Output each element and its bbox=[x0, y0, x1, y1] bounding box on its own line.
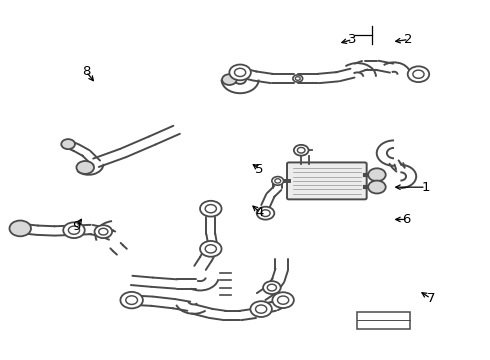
Circle shape bbox=[294, 145, 309, 156]
Circle shape bbox=[263, 281, 281, 294]
FancyBboxPatch shape bbox=[287, 162, 367, 199]
Text: 4: 4 bbox=[255, 206, 264, 219]
Circle shape bbox=[69, 226, 79, 234]
Circle shape bbox=[76, 161, 94, 174]
Circle shape bbox=[255, 305, 267, 313]
Text: 1: 1 bbox=[421, 181, 430, 194]
Circle shape bbox=[98, 228, 108, 235]
Text: 9: 9 bbox=[72, 220, 81, 233]
Circle shape bbox=[272, 292, 294, 308]
Circle shape bbox=[272, 177, 284, 185]
Text: 2: 2 bbox=[404, 33, 413, 46]
Circle shape bbox=[200, 241, 221, 257]
Text: 5: 5 bbox=[255, 163, 264, 176]
Circle shape bbox=[250, 301, 272, 317]
Circle shape bbox=[205, 204, 217, 213]
Circle shape bbox=[121, 292, 143, 309]
Circle shape bbox=[95, 225, 112, 238]
Circle shape bbox=[222, 74, 237, 85]
Circle shape bbox=[9, 221, 31, 236]
Circle shape bbox=[63, 222, 85, 238]
Text: 8: 8 bbox=[82, 65, 90, 78]
Circle shape bbox=[268, 284, 276, 291]
Circle shape bbox=[295, 77, 300, 80]
Circle shape bbox=[126, 296, 138, 305]
Circle shape bbox=[257, 207, 274, 220]
Circle shape bbox=[235, 68, 245, 77]
Circle shape bbox=[413, 70, 424, 78]
Circle shape bbox=[205, 245, 217, 253]
Circle shape bbox=[200, 201, 221, 217]
Circle shape bbox=[61, 139, 75, 149]
Circle shape bbox=[293, 75, 303, 82]
Circle shape bbox=[275, 179, 281, 183]
Circle shape bbox=[229, 64, 251, 80]
Circle shape bbox=[277, 296, 289, 304]
Circle shape bbox=[297, 148, 305, 153]
Text: 3: 3 bbox=[348, 33, 357, 46]
Circle shape bbox=[368, 168, 386, 181]
Text: 7: 7 bbox=[426, 292, 435, 305]
Circle shape bbox=[368, 181, 386, 193]
Circle shape bbox=[261, 210, 270, 216]
Text: 6: 6 bbox=[402, 213, 411, 226]
Circle shape bbox=[408, 66, 429, 82]
